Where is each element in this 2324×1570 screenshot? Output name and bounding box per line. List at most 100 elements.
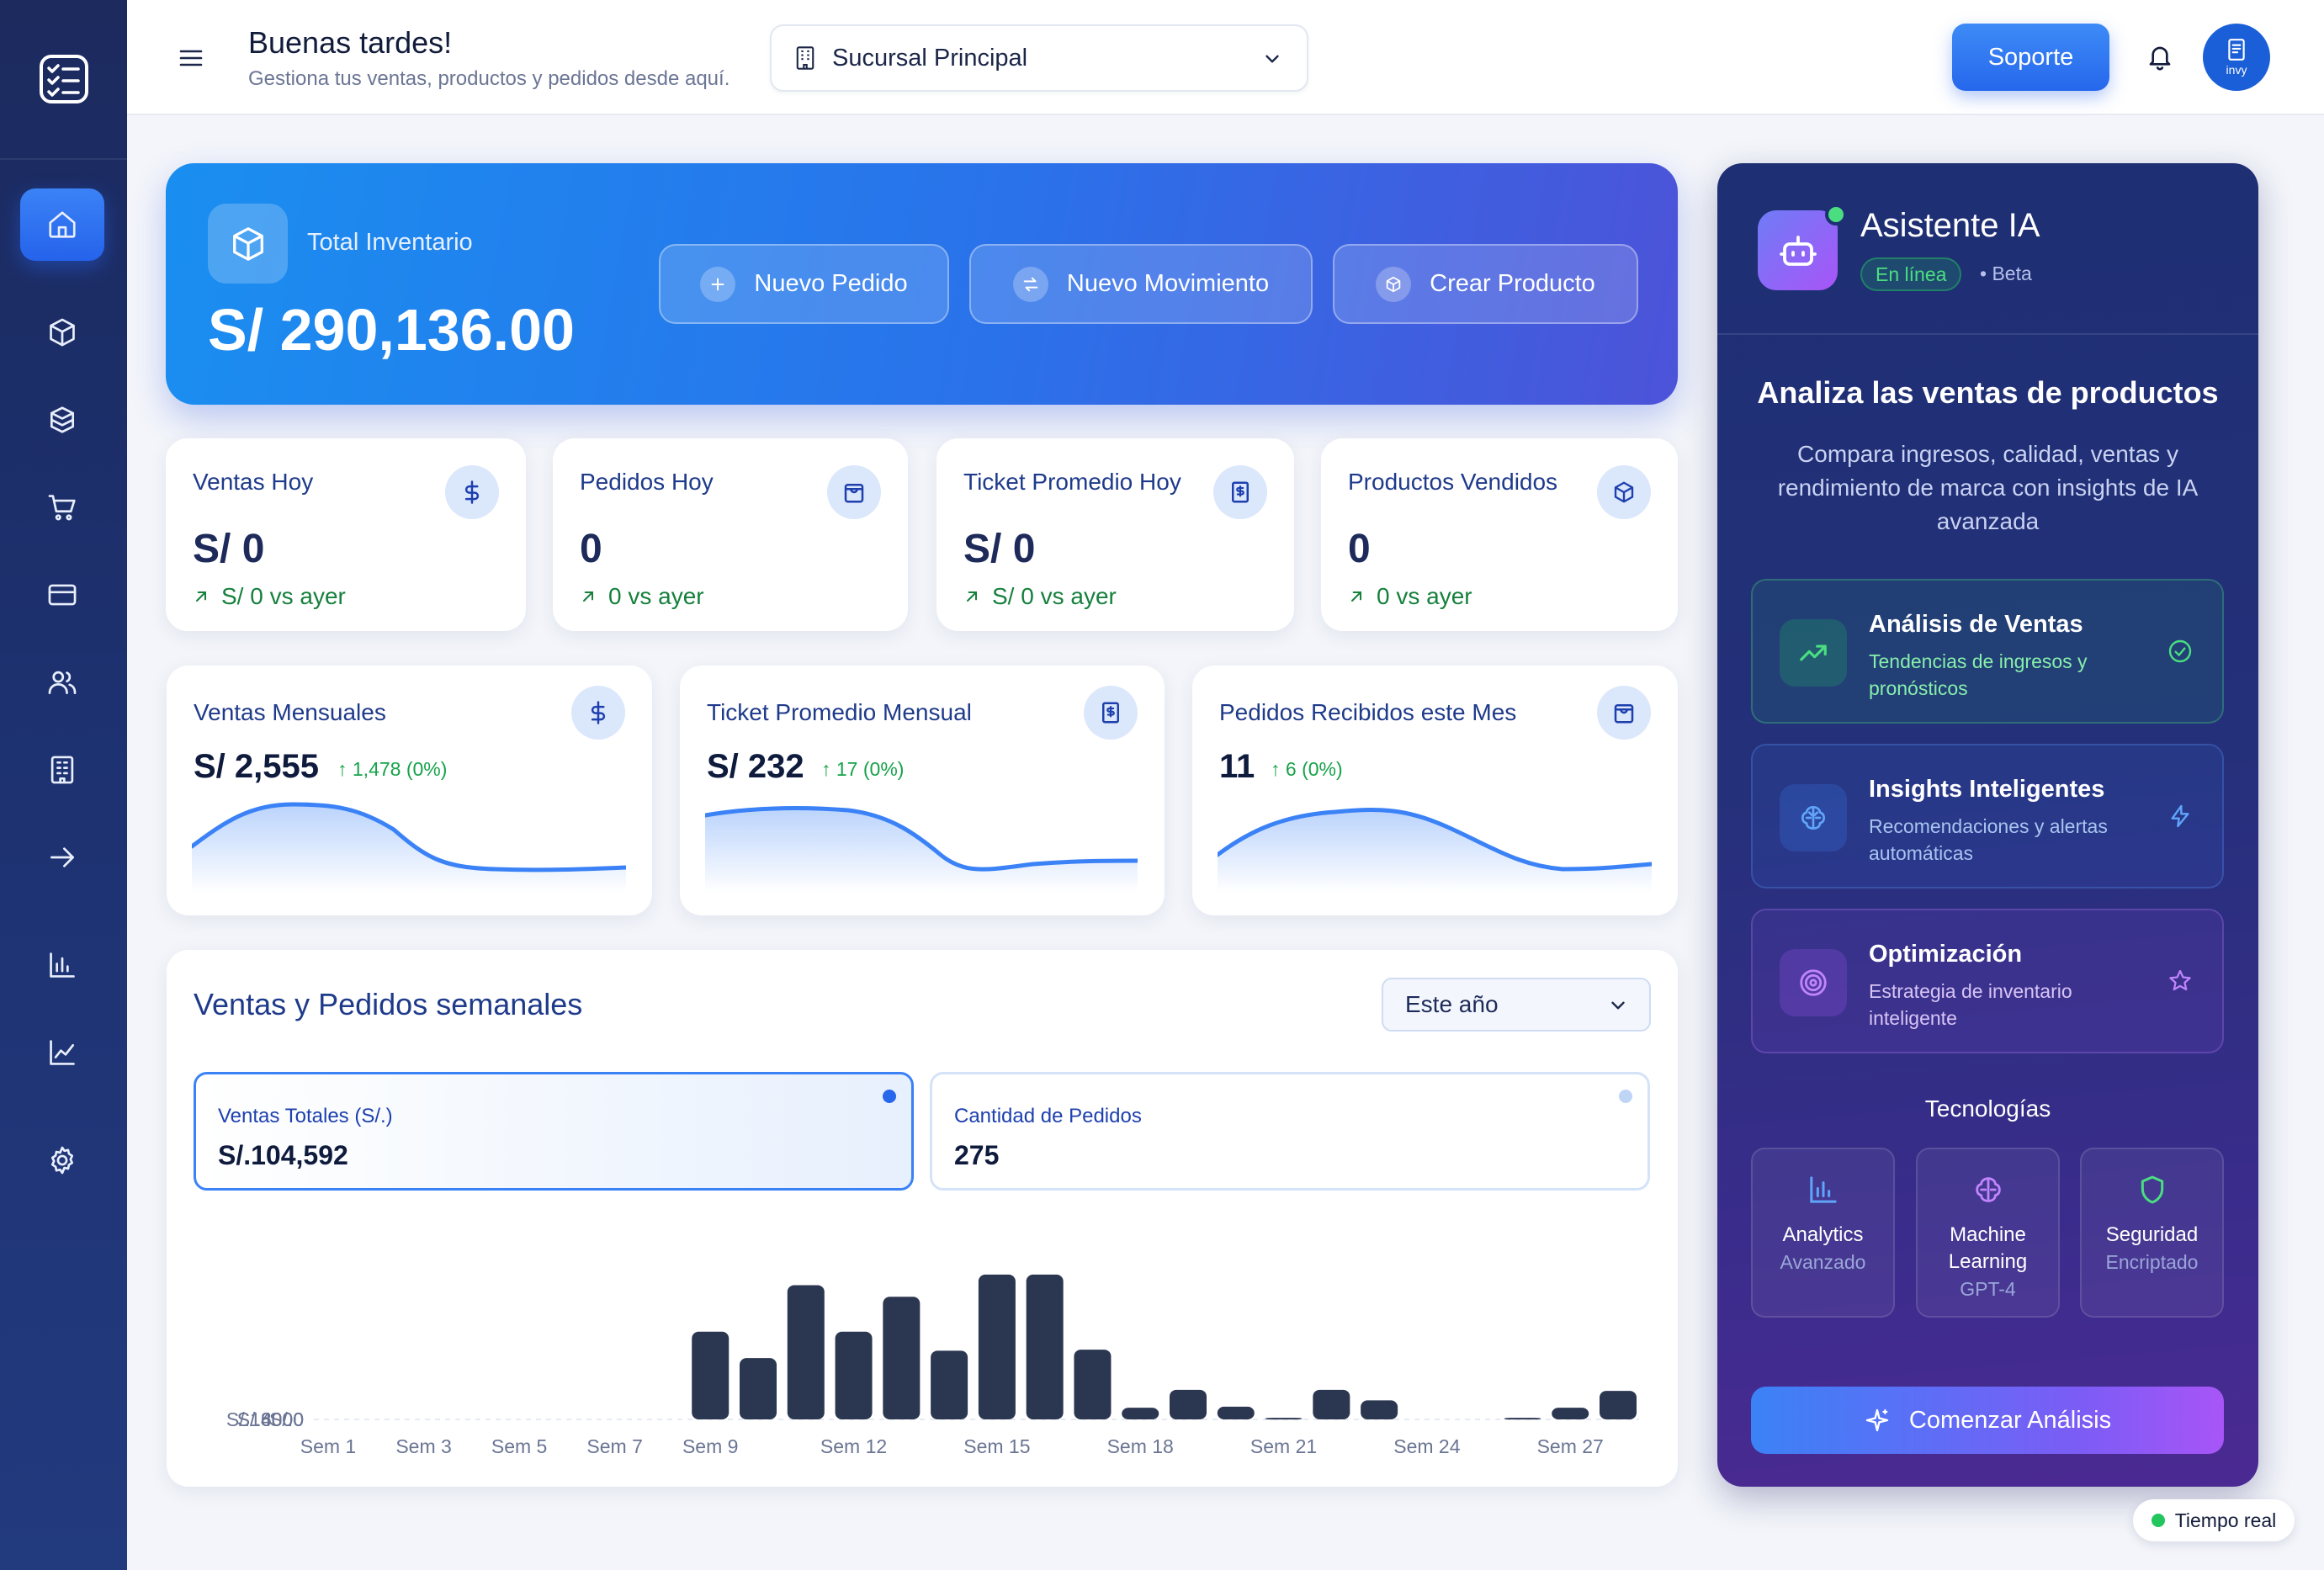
sidebar-item-payments[interactable] <box>20 559 104 631</box>
building-icon <box>50 756 74 784</box>
monthly-title: Pedidos Recibidos este Mes <box>1219 699 1517 725</box>
bar <box>1600 1391 1637 1419</box>
app-logo[interactable] <box>0 0 127 160</box>
feature-smart-insights[interactable]: Insights Inteligentes Recomendaciones y … <box>1751 744 2224 888</box>
bar <box>1504 1418 1541 1420</box>
sidebar-item-cart[interactable] <box>20 471 104 544</box>
sidebar-item-analytics[interactable] <box>20 1016 104 1089</box>
x-tick-label: Sem 1 <box>300 1435 356 1457</box>
total-inventory-banner: Total Inventario S/ 290,136.00 Nuevo Ped… <box>166 163 1678 405</box>
sidebar-item-inventory[interactable] <box>20 384 104 456</box>
support-button[interactable]: Soporte <box>1952 24 2109 91</box>
sparkline-orders <box>1218 808 1652 893</box>
arrow-right-icon <box>50 847 75 867</box>
bar <box>883 1297 921 1419</box>
tech-sub: Encriptado <box>2105 1251 2199 1273</box>
y-tick-label: S/.8000 <box>237 1408 304 1430</box>
box-icon <box>232 226 263 261</box>
bar <box>692 1331 730 1419</box>
create-product-label: Crear Producto <box>1430 270 1595 297</box>
feature-title: Optimización <box>1869 941 2023 968</box>
stat-value: 0 <box>580 527 602 571</box>
online-badge: En línea <box>1860 257 1962 291</box>
sidebar-item-home[interactable] <box>20 188 104 261</box>
stat-value: 0 <box>1348 527 1371 571</box>
stat-trend: S/ 0 vs ayer <box>963 583 1117 610</box>
sidebar-item-movements[interactable] <box>20 821 104 894</box>
checklist-logo-icon <box>39 55 88 103</box>
credit-card-icon <box>48 584 77 606</box>
brain-icon <box>1918 1171 2058 1208</box>
user-avatar[interactable]: invy <box>2203 24 2270 91</box>
sidebar-item-products[interactable] <box>20 296 104 369</box>
kpi-value: 275 <box>954 1140 1000 1170</box>
stat-trend-text: 0 vs ayer <box>608 583 704 609</box>
avatar-label: invy <box>2226 63 2247 77</box>
create-product-button[interactable]: Crear Producto <box>1333 244 1638 324</box>
robot-icon <box>1758 210 1838 290</box>
greeting-subtitle: Gestiona tus ventas, productos y pedidos… <box>248 67 730 90</box>
stat-trend: S/ 0 vs ayer <box>193 583 346 610</box>
sparkline-avg-ticket <box>705 806 1138 893</box>
monthly-delta: ↑ 1,478 (0%) <box>337 758 448 780</box>
star-icon <box>2169 969 2191 991</box>
inventory-box-icon <box>208 204 288 284</box>
x-tick-label: Sem 24 <box>1393 1435 1460 1457</box>
notifications-button[interactable] <box>2140 37 2180 77</box>
x-tick-label: Sem 18 <box>1107 1435 1174 1457</box>
feature-desc: Estrategia de inventario inteligente <box>1869 980 2072 1029</box>
ai-description: Compara ingresos, calidad, ventas y rend… <box>1777 441 2199 534</box>
users-icon <box>48 671 77 695</box>
stat-title: Ticket Promedio Hoy <box>963 469 1181 495</box>
bar <box>1217 1406 1255 1419</box>
feature-sales-analysis[interactable]: Análisis de Ventas Tendencias de ingreso… <box>1751 579 2224 724</box>
bar <box>1265 1418 1303 1420</box>
x-tick-label: Sem 12 <box>820 1435 887 1457</box>
stat-card-products-sold: Productos Vendidos 0 0 vs ayer <box>1321 438 1678 631</box>
shopping-bag-icon <box>827 465 881 519</box>
branch-selector[interactable]: Sucursal Principal <box>770 24 1308 92</box>
receipt-icon <box>2228 39 2245 61</box>
period-select[interactable]: Este año <box>1382 978 1651 1032</box>
home-icon <box>49 211 76 238</box>
sidebar-item-branches[interactable] <box>20 734 104 806</box>
total-inventory-value: S/ 290,136.00 <box>208 297 575 363</box>
x-tick-label: Sem 27 <box>1537 1435 1604 1457</box>
monthly-card-avg-ticket: Ticket Promedio Mensual S/ 232 ↑ 17 (0%) <box>680 666 1165 915</box>
tech-security: Seguridad Encriptado <box>2080 1148 2224 1318</box>
feature-desc: Recomendaciones y alertas automáticas <box>1869 815 2108 864</box>
sidebar-item-users[interactable] <box>20 646 104 719</box>
x-tick-label: Sem 9 <box>682 1435 738 1457</box>
tech-sub: Avanzado <box>1780 1251 1866 1273</box>
ai-heading: Analiza las ventas de productos <box>1757 375 2219 410</box>
bar <box>1552 1408 1589 1419</box>
start-analysis-button[interactable]: Comenzar Análisis <box>1751 1387 2224 1454</box>
y-tick-label: S/.0 <box>269 1408 304 1430</box>
tech-sub: GPT-4 <box>1960 1278 2016 1300</box>
stat-trend-text: 0 vs ayer <box>1377 583 1472 609</box>
realtime-label: Tiempo real <box>2174 1509 2277 1531</box>
kpi-order-count[interactable]: Cantidad de Pedidos 275 <box>930 1072 1650 1191</box>
sidebar-item-settings[interactable] <box>20 1124 104 1196</box>
kpi-total-sales[interactable]: Ventas Totales (S/.) S/.104,592 <box>194 1072 914 1191</box>
menu-toggle-button[interactable] <box>173 40 209 76</box>
feature-optimization[interactable]: Optimización Estrategia de inventario in… <box>1751 909 2224 1053</box>
monthly-delta-text: 1,478 (0%) <box>352 758 448 780</box>
new-movement-button[interactable]: Nuevo Movimiento <box>969 244 1313 324</box>
dollar-icon <box>445 465 499 519</box>
chevron-down-icon <box>1265 55 1279 63</box>
bar <box>1026 1274 1064 1419</box>
stat-title: Ventas Hoy <box>193 469 314 495</box>
monthly-card-orders: Pedidos Recibidos este Mes 11 ↑ 6 (0%) <box>1192 666 1678 915</box>
bar <box>978 1274 1016 1419</box>
new-order-button[interactable]: Nuevo Pedido <box>659 244 949 324</box>
monthly-delta: ↑ 17 (0%) <box>821 758 905 780</box>
bar <box>1122 1408 1159 1419</box>
sidebar <box>0 0 127 1570</box>
bar <box>1361 1400 1398 1419</box>
period-select-value: Este año <box>1405 991 1499 1017</box>
box-icon <box>50 318 75 347</box>
sidebar-item-reports[interactable] <box>20 929 104 1001</box>
arrow-up-right-icon <box>1351 591 1361 602</box>
top-header: Buenas tardes! Gestiona tus ventas, prod… <box>127 0 2324 115</box>
